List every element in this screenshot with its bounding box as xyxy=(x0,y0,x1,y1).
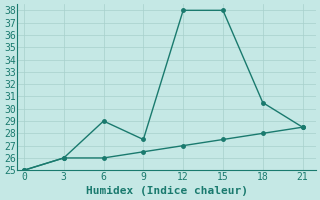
X-axis label: Humidex (Indice chaleur): Humidex (Indice chaleur) xyxy=(85,186,248,196)
